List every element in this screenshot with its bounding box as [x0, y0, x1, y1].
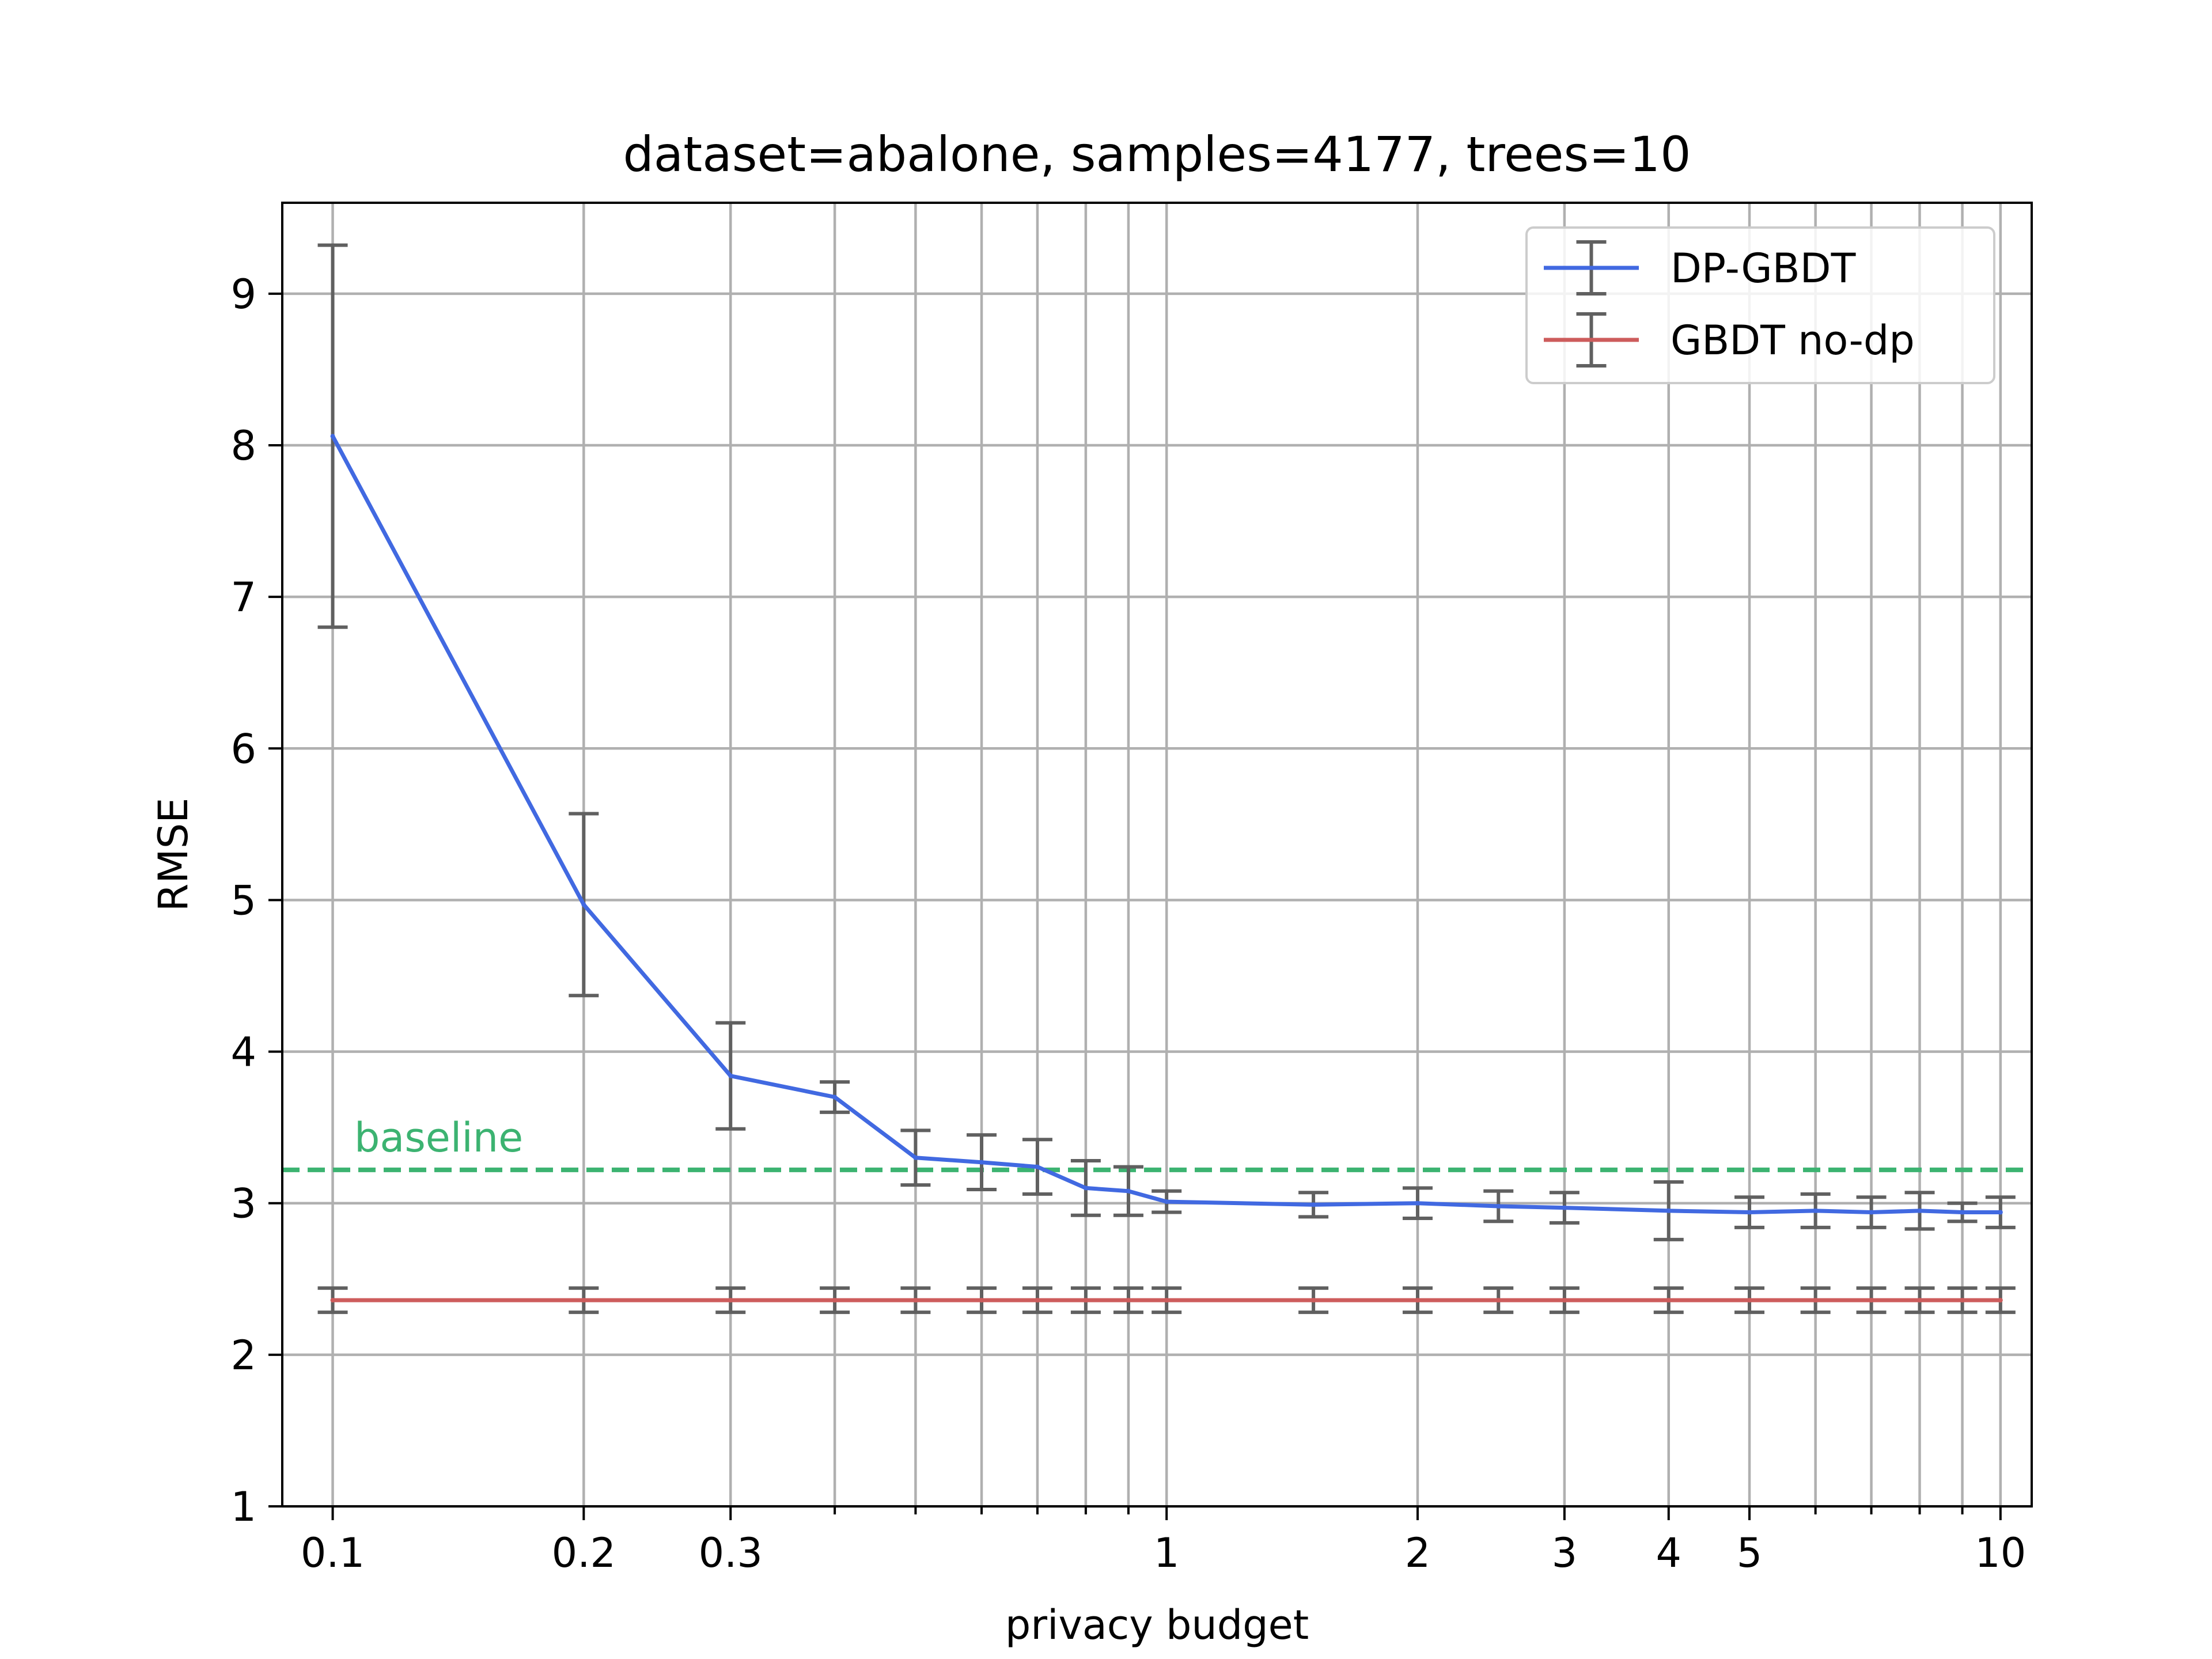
data-point: [1311, 1298, 1316, 1303]
data-point: [1869, 1298, 1874, 1303]
series-gbdt-no-dp: [317, 1286, 2016, 1315]
x-tick-label: 2: [1405, 1529, 1431, 1577]
data-point: [581, 1298, 586, 1303]
data-point: [913, 1298, 918, 1303]
data-point: [1869, 1210, 1874, 1215]
data-point: [1415, 1298, 1420, 1303]
data-point: [1666, 1208, 1671, 1213]
data-point: [1917, 1208, 1922, 1213]
baseline: baseline: [282, 1114, 2032, 1172]
data-point: [1126, 1188, 1131, 1194]
data-point: [728, 1298, 733, 1303]
x-tick-label: 3: [1552, 1529, 1578, 1577]
data-point: [832, 1094, 838, 1100]
data-point: [1960, 1210, 1965, 1215]
data-point: [1035, 1164, 1040, 1169]
data-point: [979, 1298, 984, 1303]
data-point: [832, 1298, 838, 1303]
legend-entry: DP-GBDT: [1544, 240, 1856, 296]
data-point: [1998, 1298, 2003, 1303]
x-tick-label: 0.3: [699, 1529, 763, 1577]
legend-entry: GBDT no-dp: [1544, 312, 1915, 368]
x-tick-label: 4: [1656, 1529, 1681, 1577]
y-tick-label: 2: [230, 1332, 256, 1379]
legend-box: [1525, 226, 1995, 384]
x-tick-label: 0.1: [301, 1529, 365, 1577]
y-axis-label: RMSE: [150, 798, 197, 912]
axis-ticks: 0.1 0.2 0.3 1 2 3 4 5 10 1 2 3 4 5 6 7 8 9: [230, 271, 2026, 1577]
data-point: [913, 1155, 918, 1160]
data-point: [1083, 1298, 1088, 1303]
data-point: [1813, 1298, 1818, 1303]
data-point: [1998, 1210, 2003, 1215]
data-point: [1562, 1205, 1567, 1210]
y-tick-label: 7: [230, 574, 256, 621]
chart-title: dataset=abalone, samples=4177, trees=10: [623, 126, 1691, 183]
series-layer: [317, 243, 2016, 1315]
legend-label: GBDT no-dp: [1671, 317, 1915, 364]
y-tick-label: 4: [230, 1029, 256, 1076]
data-point: [1126, 1298, 1131, 1303]
data-point: [1747, 1298, 1752, 1303]
y-tick-label: 8: [230, 422, 256, 469]
y-tick-label: 6: [230, 725, 256, 772]
data-point: [330, 1298, 335, 1303]
data-point: [581, 902, 586, 907]
data-point: [1164, 1199, 1169, 1205]
data-point: [1562, 1298, 1567, 1303]
y-tick-label: 3: [230, 1180, 256, 1228]
data-point: [1035, 1298, 1040, 1303]
data-point: [1747, 1210, 1752, 1215]
y-tick-label: 1: [230, 1483, 256, 1531]
legend: DP-GBDT GBDT no-dp: [1525, 226, 1995, 384]
y-tick-label: 9: [230, 271, 256, 318]
x-tick-label: 5: [1737, 1529, 1763, 1577]
x-tick-label: 10: [1975, 1529, 2026, 1577]
data-point: [1960, 1298, 1965, 1303]
data-point: [1496, 1298, 1501, 1303]
x-axis-label: privacy budget: [1005, 1601, 1309, 1649]
x-tick-label: 0.2: [552, 1529, 616, 1577]
data-point: [1311, 1202, 1316, 1207]
series-dp-gbdt: [317, 243, 2016, 1241]
data-point: [1164, 1298, 1169, 1303]
x-tick-label: 1: [1154, 1529, 1180, 1577]
data-point: [330, 434, 335, 439]
data-point: [1666, 1298, 1671, 1303]
data-point: [728, 1073, 733, 1078]
baseline-label: baseline: [354, 1114, 523, 1161]
data-point: [979, 1160, 984, 1165]
data-point: [1917, 1298, 1922, 1303]
data-point: [1083, 1185, 1088, 1191]
plot-frame: [281, 202, 2033, 1508]
y-tick-label: 5: [230, 877, 256, 924]
data-point: [1813, 1208, 1818, 1213]
data-point: [1496, 1203, 1501, 1209]
data-point: [1415, 1200, 1420, 1206]
legend-label: DP-GBDT: [1671, 245, 1856, 292]
